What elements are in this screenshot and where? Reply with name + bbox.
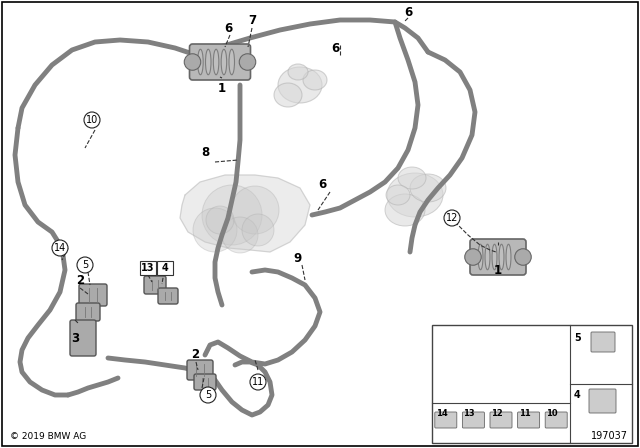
Circle shape xyxy=(206,206,234,234)
Text: 13: 13 xyxy=(141,263,155,273)
Circle shape xyxy=(77,257,93,273)
Text: 2: 2 xyxy=(191,349,199,362)
Text: 13: 13 xyxy=(463,409,475,418)
Text: 1: 1 xyxy=(218,82,226,95)
FancyBboxPatch shape xyxy=(158,288,178,304)
Ellipse shape xyxy=(221,49,227,75)
Text: 5: 5 xyxy=(82,260,88,270)
Ellipse shape xyxy=(274,83,302,107)
FancyBboxPatch shape xyxy=(591,332,615,352)
FancyBboxPatch shape xyxy=(518,412,540,428)
FancyBboxPatch shape xyxy=(435,412,457,428)
Ellipse shape xyxy=(278,67,322,103)
FancyBboxPatch shape xyxy=(545,412,567,428)
Text: 6: 6 xyxy=(224,22,232,34)
Circle shape xyxy=(193,208,237,252)
FancyBboxPatch shape xyxy=(194,374,216,390)
Ellipse shape xyxy=(398,167,426,189)
Ellipse shape xyxy=(205,49,211,75)
FancyBboxPatch shape xyxy=(70,320,96,356)
FancyBboxPatch shape xyxy=(490,412,512,428)
FancyBboxPatch shape xyxy=(470,239,526,275)
Text: 14: 14 xyxy=(436,409,447,418)
Text: 197037: 197037 xyxy=(591,431,628,441)
Ellipse shape xyxy=(213,49,219,75)
Ellipse shape xyxy=(386,185,410,205)
Circle shape xyxy=(515,249,531,265)
Ellipse shape xyxy=(485,244,490,270)
Text: 12: 12 xyxy=(446,213,458,223)
FancyBboxPatch shape xyxy=(589,389,616,413)
Text: 11: 11 xyxy=(252,377,264,387)
FancyBboxPatch shape xyxy=(79,284,107,306)
Text: 1: 1 xyxy=(494,263,502,276)
Text: 6: 6 xyxy=(404,5,412,18)
Ellipse shape xyxy=(198,49,203,75)
Circle shape xyxy=(202,185,262,245)
Ellipse shape xyxy=(492,244,497,270)
Ellipse shape xyxy=(499,244,504,270)
FancyBboxPatch shape xyxy=(144,276,166,294)
Text: 4: 4 xyxy=(574,390,580,400)
Circle shape xyxy=(200,387,216,403)
FancyBboxPatch shape xyxy=(157,261,173,275)
FancyBboxPatch shape xyxy=(432,325,632,443)
Circle shape xyxy=(250,374,266,390)
Ellipse shape xyxy=(506,244,511,270)
Text: 14: 14 xyxy=(54,243,66,253)
Circle shape xyxy=(52,240,68,256)
Circle shape xyxy=(84,112,100,128)
Text: 8: 8 xyxy=(201,146,209,159)
Polygon shape xyxy=(180,175,310,252)
FancyBboxPatch shape xyxy=(462,412,484,428)
FancyBboxPatch shape xyxy=(140,261,156,275)
Ellipse shape xyxy=(387,173,443,217)
Text: 6: 6 xyxy=(318,178,326,191)
Text: 10: 10 xyxy=(86,115,98,125)
Ellipse shape xyxy=(303,70,327,90)
Text: 4: 4 xyxy=(162,263,168,273)
Ellipse shape xyxy=(478,244,483,270)
FancyBboxPatch shape xyxy=(76,303,100,321)
Ellipse shape xyxy=(229,49,234,75)
FancyBboxPatch shape xyxy=(189,44,250,80)
Circle shape xyxy=(444,210,460,226)
Text: 7: 7 xyxy=(248,13,256,26)
Text: 3: 3 xyxy=(71,332,79,345)
Ellipse shape xyxy=(385,194,425,226)
Ellipse shape xyxy=(410,174,446,202)
FancyBboxPatch shape xyxy=(187,360,213,380)
Text: 6: 6 xyxy=(331,42,339,55)
Circle shape xyxy=(184,54,201,70)
Circle shape xyxy=(239,54,256,70)
Ellipse shape xyxy=(288,64,308,80)
Text: © 2019 BMW AG: © 2019 BMW AG xyxy=(10,432,86,441)
Circle shape xyxy=(222,217,258,253)
Text: 11: 11 xyxy=(518,409,531,418)
Text: 10: 10 xyxy=(546,409,558,418)
Text: 5: 5 xyxy=(205,390,211,400)
Text: 9: 9 xyxy=(294,251,302,264)
Circle shape xyxy=(242,214,274,246)
Circle shape xyxy=(465,249,481,265)
Text: 12: 12 xyxy=(491,409,503,418)
Text: 5: 5 xyxy=(574,333,580,343)
Text: 2: 2 xyxy=(76,273,84,287)
Circle shape xyxy=(231,186,279,234)
